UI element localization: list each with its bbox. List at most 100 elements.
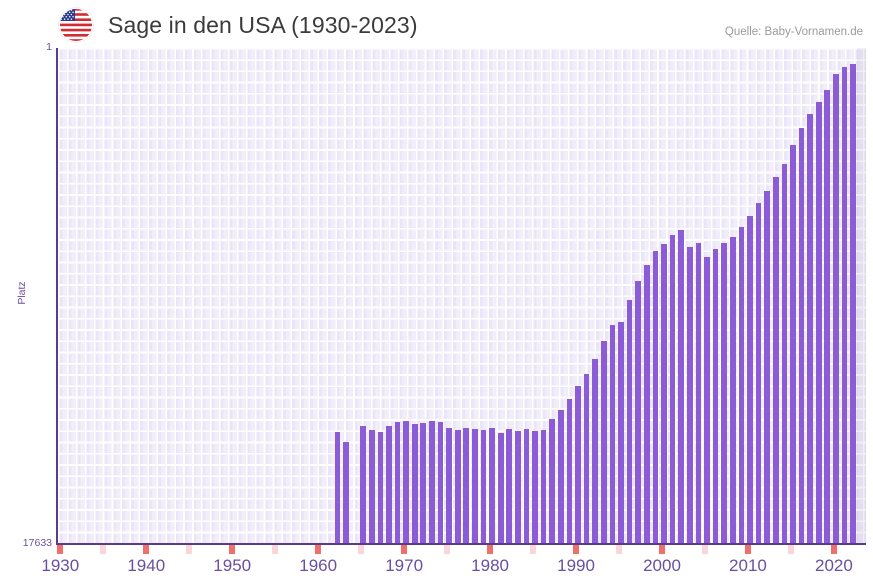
x-axis-tick-1935: [100, 545, 107, 554]
bar-1969[interactable]: [394, 422, 401, 543]
bar-2007[interactable]: [721, 243, 727, 543]
x-axis-label-1960: 1960: [299, 556, 338, 575]
bar-1991[interactable]: [583, 373, 590, 543]
bar-1966[interactable]: [368, 430, 375, 543]
bar-1975[interactable]: [446, 428, 452, 543]
x-axis-label-2020: 2020: [814, 556, 853, 575]
bar-1988[interactable]: [558, 410, 564, 543]
bar-1987[interactable]: [549, 419, 556, 543]
x-axis-tick-1990: [573, 545, 579, 554]
bar-1989[interactable]: [566, 399, 573, 543]
bar-1963[interactable]: [343, 441, 349, 543]
bar-1982[interactable]: [506, 429, 513, 543]
bar-2010[interactable]: [747, 216, 753, 543]
bar-2003[interactable]: [686, 247, 693, 543]
x-axis-label-2000: 2000: [643, 556, 681, 575]
bar-1978[interactable]: [472, 429, 478, 543]
x-axis-tick-1965: [358, 545, 364, 554]
x-axis-tick-2010: [745, 545, 751, 554]
bar-1986[interactable]: [540, 430, 547, 543]
bar-2017[interactable]: [807, 114, 813, 543]
bar-1974[interactable]: [437, 421, 444, 543]
x-axis-tick-2000: [659, 545, 665, 554]
bar-1973[interactable]: [429, 420, 435, 543]
plot-area: [56, 48, 866, 545]
bar-2008[interactable]: [729, 237, 736, 543]
y-axis-title: Platz: [16, 281, 28, 305]
x-axis-tick-1940: [143, 545, 150, 554]
bar-2009[interactable]: [738, 227, 745, 543]
bar-2014[interactable]: [781, 163, 788, 543]
bar-2001[interactable]: [669, 235, 676, 543]
x-axis-tick-1970: [401, 545, 407, 554]
x-axis-label-1990: 1990: [557, 556, 595, 575]
bar-2013[interactable]: [772, 176, 779, 543]
bar-2018[interactable]: [815, 102, 822, 543]
x-axis-tick-1995: [616, 545, 622, 554]
x-axis-label-1930: 1930: [41, 556, 80, 575]
bar-1999[interactable]: [652, 250, 659, 543]
x-axis-tick-1930: [57, 545, 64, 554]
x-axis-tick-1985: [530, 545, 536, 554]
x-axis-labels: 1930 1940 1950 1960 1970 1980 1990 2000 2010 2020: [0, 556, 873, 584]
bar-2021[interactable]: [841, 66, 848, 543]
bar-1994[interactable]: [609, 325, 616, 543]
x-axis-tick-1945: [186, 545, 193, 554]
bar-1990[interactable]: [575, 385, 581, 543]
bar-2022[interactable]: [850, 63, 856, 543]
x-axis-tick-1980: [487, 545, 493, 554]
x-axis-tick-1950: [229, 545, 236, 554]
bar-1984[interactable]: [523, 429, 530, 543]
bar-1995[interactable]: [618, 321, 624, 543]
bar-2012[interactable]: [764, 190, 770, 543]
x-axis-tick-2015: [788, 545, 794, 554]
bar-1962[interactable]: [334, 431, 341, 543]
bar-1980[interactable]: [489, 428, 495, 543]
bar-1979[interactable]: [480, 430, 487, 543]
bar-2002[interactable]: [678, 229, 685, 543]
bar-1992[interactable]: [592, 358, 599, 543]
chart-header: Sage in den USA (1930-2023) Quelle: Baby…: [0, 0, 873, 48]
x-axis-label-2010: 2010: [729, 556, 767, 575]
bar-1972[interactable]: [420, 423, 427, 543]
y-axis-top-tick-label: 1: [46, 41, 52, 53]
bar-1998[interactable]: [643, 264, 650, 543]
bar-1997[interactable]: [635, 280, 642, 543]
bar-2004[interactable]: [695, 243, 702, 543]
bar-1977[interactable]: [463, 428, 470, 543]
page-title: Sage in den USA (1930-2023): [108, 12, 418, 38]
bar-series: [58, 48, 866, 543]
bar-1965[interactable]: [360, 426, 366, 543]
us-flag-icon: [59, 8, 93, 42]
x-axis-tick-1955: [272, 545, 279, 554]
bar-2020[interactable]: [833, 73, 839, 543]
x-axis-label-1950: 1950: [213, 556, 252, 575]
bar-2005[interactable]: [704, 256, 710, 543]
x-axis-tick-1975: [444, 545, 450, 554]
bar-1985[interactable]: [532, 431, 538, 543]
bar-1996[interactable]: [626, 300, 633, 543]
bar-2016[interactable]: [798, 128, 805, 543]
x-axis-tick-2005: [702, 545, 708, 554]
bar-1967[interactable]: [377, 431, 384, 543]
bar-1968[interactable]: [386, 426, 392, 543]
bar-1970[interactable]: [403, 420, 409, 543]
y-axis-bottom-tick-label: 17633: [22, 537, 52, 549]
x-axis-label-1970: 1970: [385, 556, 424, 575]
x-axis-tick-2020: [831, 545, 837, 554]
x-axis-label-1980: 1980: [471, 556, 509, 575]
bar-2015[interactable]: [790, 145, 796, 543]
x-axis-tick-1960: [315, 545, 321, 554]
bar-1976[interactable]: [454, 430, 461, 543]
x-axis-tick-strip: [56, 545, 864, 554]
bar-2011[interactable]: [755, 203, 762, 543]
bar-1981[interactable]: [497, 433, 504, 543]
bar-2006[interactable]: [712, 248, 719, 543]
source-note: Quelle: Baby-Vornamen.de: [724, 26, 863, 38]
bar-1993[interactable]: [600, 341, 607, 543]
bar-1983[interactable]: [515, 431, 521, 543]
bar-1971[interactable]: [411, 424, 418, 543]
bar-2019[interactable]: [824, 89, 831, 543]
bar-2000[interactable]: [661, 244, 667, 543]
